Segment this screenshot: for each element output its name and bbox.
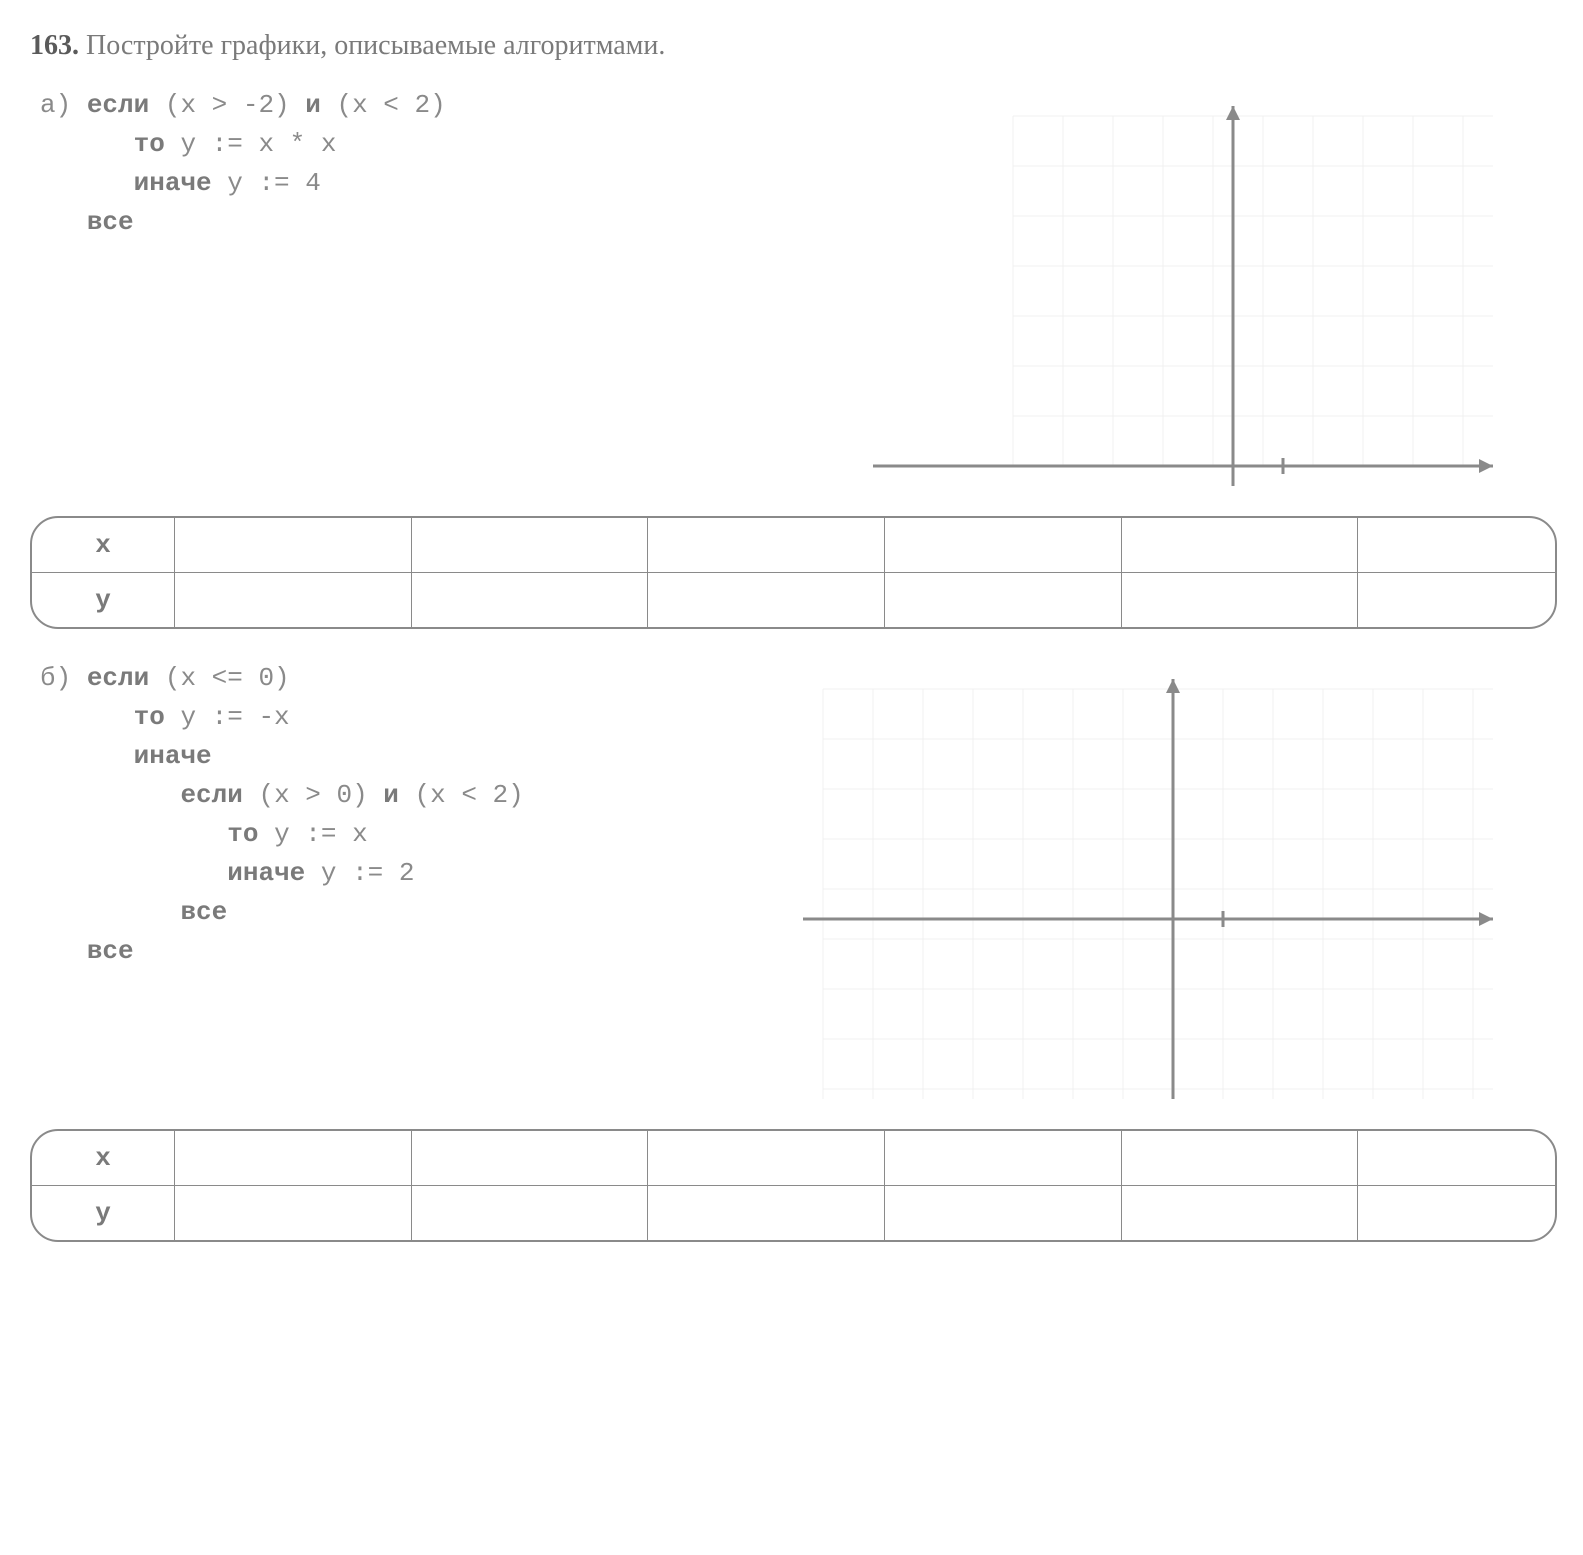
table-cell[interactable]	[1358, 573, 1555, 628]
table-cell[interactable]	[411, 1131, 648, 1186]
table-cell[interactable]	[175, 573, 412, 628]
algorithm-code: а) если (x > -2) и (x < 2) то y := x * x…	[30, 86, 446, 242]
code-text: (x > -2)	[149, 90, 305, 120]
code-text: y := 4	[212, 168, 321, 198]
table-row: y	[32, 573, 1555, 628]
row-label: y	[32, 1186, 175, 1241]
table-row: y	[32, 1186, 1555, 1241]
subproblem: б) если (x <= 0) то y := -x иначе если (…	[30, 659, 1553, 1242]
table-cell[interactable]	[648, 1186, 885, 1241]
code-keyword: и	[383, 780, 399, 810]
code-keyword: иначе	[134, 168, 212, 198]
table-cell[interactable]	[1358, 518, 1555, 573]
code-keyword: иначе	[227, 858, 305, 888]
row-label: y	[32, 573, 175, 628]
table-cell[interactable]	[648, 1131, 885, 1186]
code-keyword: то	[134, 129, 165, 159]
code-keyword: то	[134, 702, 165, 732]
code-text: y := x	[258, 819, 367, 849]
subproblem-top-row: а) если (x > -2) и (x < 2) то y := x * x…	[30, 86, 1553, 506]
table-row: x	[32, 1131, 1555, 1186]
table-cell[interactable]	[884, 573, 1121, 628]
table-wrap: xy	[30, 1129, 1553, 1242]
code-keyword: если	[180, 780, 242, 810]
code-text: (x > 0)	[243, 780, 383, 810]
code-text: y := -x	[165, 702, 290, 732]
code-keyword: и	[305, 90, 321, 120]
table-cell[interactable]	[1121, 1131, 1358, 1186]
code-keyword: то	[227, 819, 258, 849]
table-cell[interactable]	[175, 1131, 412, 1186]
table-cell[interactable]	[648, 518, 885, 573]
code-text: (x < 2)	[321, 90, 446, 120]
table-row: x	[32, 518, 1555, 573]
algorithm-code: б) если (x <= 0) то y := -x иначе если (…	[30, 659, 524, 971]
coordinate-axes	[753, 659, 1513, 1119]
code-text: y := x * x	[165, 129, 337, 159]
subproblem: а) если (x > -2) и (x < 2) то y := x * x…	[30, 86, 1553, 629]
table-cell[interactable]	[1121, 518, 1358, 573]
code-text: y := 2	[305, 858, 414, 888]
subproblem-label: б)	[40, 663, 87, 693]
code-keyword: все	[87, 936, 134, 966]
table-cell[interactable]	[884, 1186, 1121, 1241]
graph-container	[554, 659, 1553, 1119]
table-cell[interactable]	[884, 518, 1121, 573]
problem-number: 163.	[30, 30, 79, 61]
table-cell[interactable]	[411, 1186, 648, 1241]
problem-title-text: Постройте графики, описываемые алгоритма…	[86, 30, 665, 61]
xy-table: xy	[30, 516, 1557, 629]
table-cell[interactable]	[1358, 1131, 1555, 1186]
coordinate-axes	[833, 86, 1513, 506]
table-cell[interactable]	[1121, 1186, 1358, 1241]
subproblem-top-row: б) если (x <= 0) то y := -x иначе если (…	[30, 659, 1553, 1119]
row-label: x	[32, 518, 175, 573]
code-text: (x <= 0)	[149, 663, 289, 693]
table-cell[interactable]	[1358, 1186, 1555, 1241]
row-label: x	[32, 1131, 175, 1186]
code-text: (x < 2)	[399, 780, 524, 810]
code-keyword: если	[87, 90, 149, 120]
table-cell[interactable]	[411, 573, 648, 628]
graph-container	[476, 86, 1553, 506]
code-keyword: иначе	[134, 741, 212, 771]
code-keyword: если	[87, 663, 149, 693]
problem-title: 163. Постройте графики, описываемые алго…	[30, 30, 1553, 62]
table-cell[interactable]	[1121, 573, 1358, 628]
code-keyword: все	[180, 897, 227, 927]
code-keyword: все	[87, 207, 134, 237]
subproblem-label: а)	[40, 90, 87, 120]
table-cell[interactable]	[884, 1131, 1121, 1186]
table-wrap: xy	[30, 516, 1553, 629]
table-cell[interactable]	[175, 1186, 412, 1241]
xy-table: xy	[30, 1129, 1557, 1242]
table-cell[interactable]	[175, 518, 412, 573]
table-cell[interactable]	[411, 518, 648, 573]
table-cell[interactable]	[648, 573, 885, 628]
